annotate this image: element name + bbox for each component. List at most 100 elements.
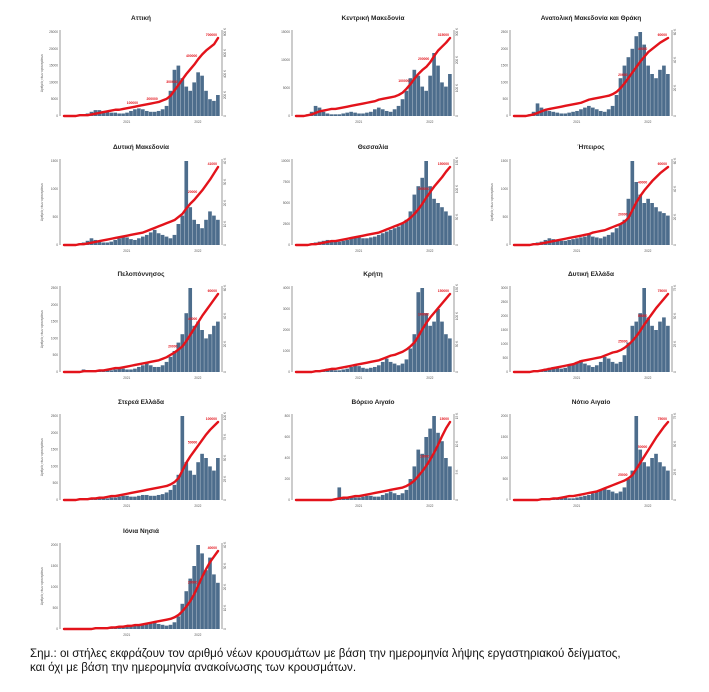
- bar: [208, 211, 212, 245]
- bar: [125, 626, 129, 629]
- bar: [646, 466, 650, 500]
- bar: [404, 90, 409, 116]
- right-tick-label: 200 K: [223, 90, 227, 99]
- bar: [212, 325, 216, 372]
- line-annotation: 100000: [418, 187, 429, 191]
- line-annotation: 150000: [438, 289, 449, 293]
- bar: [634, 416, 639, 500]
- right-tick-label: 10 K: [455, 440, 459, 447]
- left-tick-label: 1000: [51, 336, 58, 340]
- bar: [626, 198, 631, 245]
- bar: [109, 370, 114, 372]
- bar: [129, 369, 133, 372]
- bar: [137, 238, 141, 245]
- bar: [353, 112, 357, 116]
- bar: [396, 365, 401, 372]
- bar: [133, 109, 137, 116]
- bar: [408, 78, 413, 116]
- bar: [204, 219, 208, 245]
- bar: [448, 338, 452, 372]
- chart-svg: Ήπειρος Αριθμός νέων κρουσμάτων 0 500 1000 15…: [490, 144, 677, 253]
- bar: [602, 236, 607, 245]
- bar: [200, 330, 204, 372]
- bar: [634, 182, 639, 245]
- bar: [567, 365, 571, 372]
- left-tick-label: 2500: [283, 222, 290, 226]
- y-axis-label: Αριθμός νέων κρουσμάτων: [490, 182, 494, 221]
- right-tick-label: 50 K: [455, 213, 459, 220]
- bar: [164, 625, 169, 629]
- bar: [650, 203, 654, 245]
- bar: [444, 458, 448, 500]
- right-tick-label: 20 K: [673, 84, 677, 91]
- bar: [563, 240, 567, 245]
- bar: [121, 113, 125, 116]
- bar: [133, 368, 137, 372]
- bar: [563, 497, 567, 500]
- left-tick-label: 0: [56, 243, 58, 247]
- bar: [188, 90, 193, 116]
- line-annotation: 50000: [638, 314, 648, 318]
- bar: [396, 226, 401, 245]
- bar: [129, 626, 133, 629]
- cumulative-line: [62, 549, 220, 631]
- bar: [121, 368, 125, 372]
- bar: [594, 237, 599, 245]
- left-tick-label: 1500: [501, 64, 508, 68]
- chart-svg: Κρήτη 0 1000 2000 3000 4000 0 50 K 100 K 150 K 100…: [283, 271, 459, 380]
- bar: [555, 112, 560, 116]
- left-tick-label: 1000: [501, 456, 508, 460]
- bar: [133, 496, 137, 500]
- line-annotation: 40000: [638, 181, 648, 185]
- right-tick-label: 30 K: [223, 178, 227, 185]
- chart-svg: Βόρειο Αιγαίο 0 200 400 600 800 0 5 K 10 K 15 K 10…: [285, 399, 459, 508]
- bar: [626, 342, 631, 372]
- bar: [101, 498, 106, 500]
- bar: [192, 566, 196, 629]
- bar: [380, 109, 385, 116]
- chart-panel: Νότιο Αιγαίο 0 500 1000 1500 2000 0 25 K 50 K 75 …: [475, 396, 680, 511]
- bar: [176, 474, 181, 500]
- bar: [555, 239, 560, 245]
- bar: [579, 109, 583, 116]
- bar: [216, 95, 220, 116]
- left-tick-label: 25000: [49, 30, 58, 34]
- line-annotation: 50000: [188, 440, 198, 444]
- cumulative-line: [294, 36, 452, 118]
- right-tick-label: 40 K: [673, 56, 677, 63]
- chart-title: Ήπειρος: [577, 144, 605, 151]
- chart-title: Βόρειο Αιγαίο: [352, 399, 395, 406]
- bar: [341, 240, 346, 245]
- bar: [373, 496, 377, 500]
- bar: [638, 449, 643, 500]
- cumulative-line: [512, 165, 670, 247]
- bar: [144, 363, 149, 372]
- bar: [152, 622, 157, 629]
- bar: [345, 112, 349, 116]
- right-tick-label: 60 K: [223, 284, 227, 291]
- chart-panel: Ιόνια Νησιά Αριθμός νέων κρουσμάτων 0 500 10…: [25, 525, 230, 640]
- bar: [440, 207, 444, 245]
- left-tick-label: 15000: [49, 64, 58, 68]
- bar: [204, 90, 208, 116]
- cumulative-line: [294, 292, 452, 374]
- bar: [662, 65, 666, 116]
- y-axis-label: Αριθμός νέων κρουσμάτων: [40, 309, 44, 348]
- bar: [117, 113, 121, 116]
- left-tick-label: 10000: [49, 80, 58, 84]
- right-tick-label: 25 K: [223, 475, 227, 482]
- bar: [598, 361, 603, 372]
- bar: [129, 239, 133, 245]
- chart-panel: Βόρειο Αιγαίο 0 200 400 600 800 0 5 K 10 K 15 K 10…: [257, 396, 462, 511]
- left-tick-label: 0: [56, 627, 58, 631]
- bar: [598, 489, 603, 500]
- bar: [133, 625, 137, 629]
- bar: [204, 338, 208, 372]
- bar: [321, 111, 326, 116]
- left-tick-label: 2000: [51, 543, 58, 547]
- cumulative-line: [512, 36, 670, 118]
- bar: [184, 591, 189, 629]
- bar: [337, 241, 342, 245]
- left-tick-label: 400: [285, 456, 291, 460]
